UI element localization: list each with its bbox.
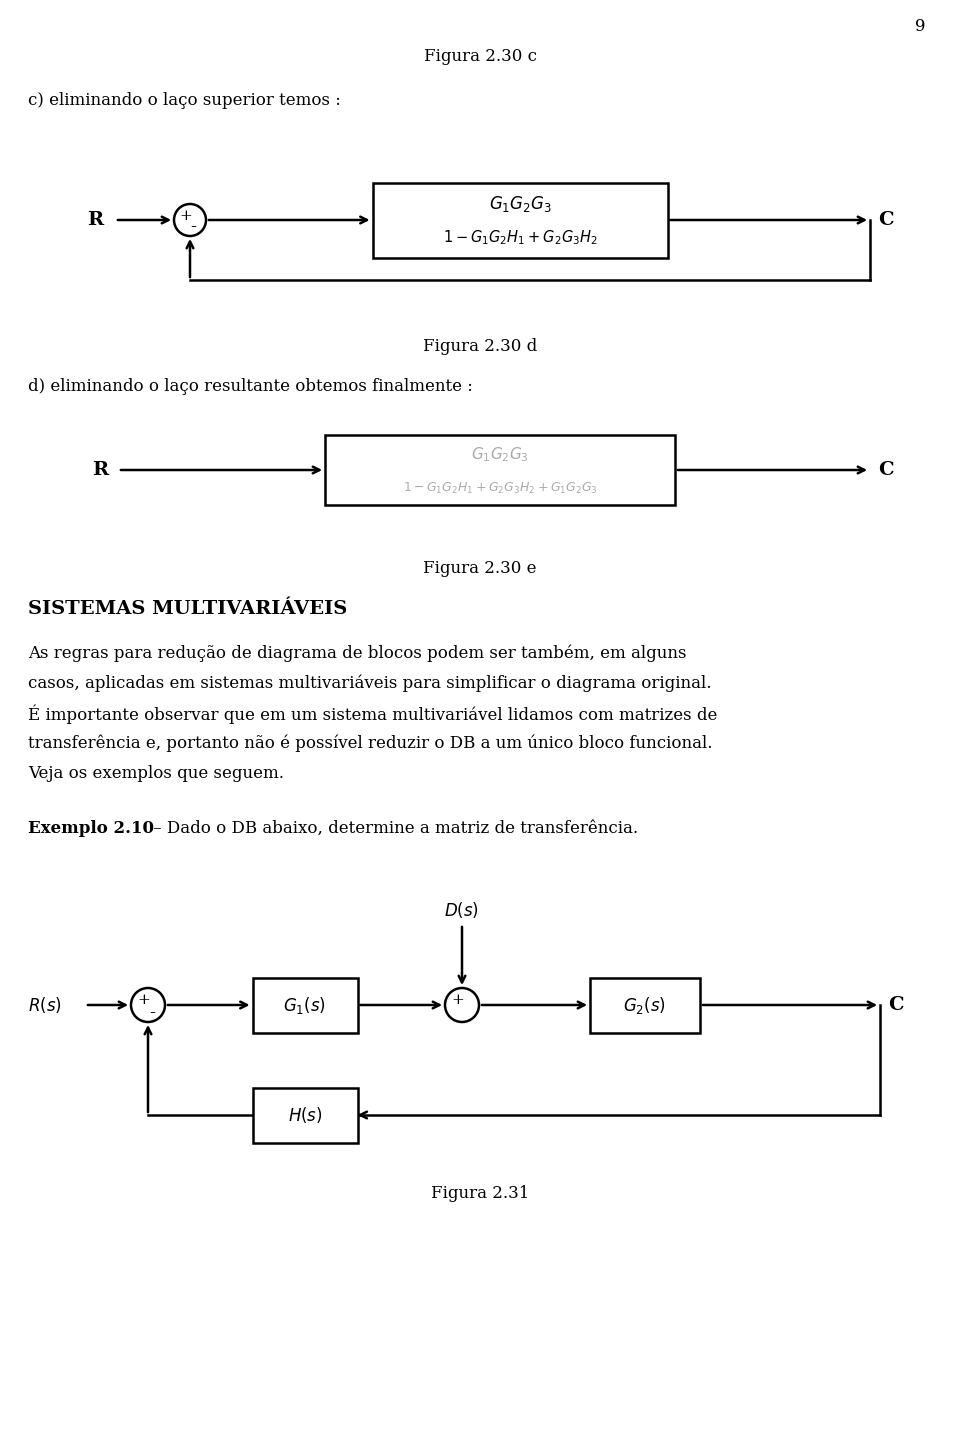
- Bar: [252, 978, 357, 1032]
- Bar: [325, 435, 675, 505]
- Text: – Dado o DB abaixo, determine a matriz de transferência.: – Dado o DB abaixo, determine a matriz d…: [148, 820, 638, 836]
- Text: -: -: [190, 218, 196, 236]
- Circle shape: [445, 988, 479, 1022]
- Text: SISTEMAS MULTIVARIÁVEIS: SISTEMAS MULTIVARIÁVEIS: [28, 600, 348, 619]
- Text: $D(s)$: $D(s)$: [444, 900, 479, 920]
- Text: $1 - G_1G_2H_1 + G_2G_3H_2 + G_1G_2G_3$: $1 - G_1G_2H_1 + G_2G_3H_2 + G_1G_2G_3$: [402, 480, 597, 496]
- Text: $1 - G_1G_2H_1 + G_2G_3H_2$: $1 - G_1G_2H_1 + G_2G_3H_2$: [443, 229, 597, 248]
- Text: $G_1G_2G_3$: $G_1G_2G_3$: [489, 195, 551, 213]
- Text: Figura 2.30 d: Figura 2.30 d: [422, 337, 538, 355]
- Text: É importante observar que em um sistema multivariável lidamos com matrizes de: É importante observar que em um sistema …: [28, 705, 717, 724]
- Text: Figura 2.30 c: Figura 2.30 c: [423, 48, 537, 65]
- Text: C: C: [878, 211, 894, 229]
- Text: $G_1(s)$: $G_1(s)$: [283, 995, 326, 1015]
- Text: 9: 9: [915, 17, 925, 35]
- Text: $G_1G_2G_3$: $G_1G_2G_3$: [471, 446, 529, 464]
- Text: $H(s)$: $H(s)$: [288, 1105, 323, 1125]
- Text: +: +: [180, 209, 192, 224]
- Text: C: C: [888, 996, 903, 1014]
- Text: Figura 2.31: Figura 2.31: [431, 1185, 529, 1203]
- Bar: [590, 978, 700, 1032]
- Text: d) eliminando o laço resultante obtemos finalmente :: d) eliminando o laço resultante obtemos …: [28, 378, 473, 395]
- Text: casos, aplicadas em sistemas multivariáveis para simplificar o diagrama original: casos, aplicadas em sistemas multivariáv…: [28, 675, 711, 692]
- Text: As regras para redução de diagrama de blocos podem ser também, em alguns: As regras para redução de diagrama de bl…: [28, 645, 686, 662]
- Text: c) eliminando o laço superior temos :: c) eliminando o laço superior temos :: [28, 92, 341, 110]
- Text: $R(s)$: $R(s)$: [28, 995, 61, 1015]
- Text: C: C: [878, 461, 894, 479]
- Circle shape: [174, 203, 206, 236]
- Text: Veja os exemplos que seguem.: Veja os exemplos que seguem.: [28, 766, 284, 782]
- Text: $G_2(s)$: $G_2(s)$: [623, 995, 666, 1015]
- Circle shape: [131, 988, 165, 1022]
- Text: +: +: [451, 994, 465, 1007]
- Text: -: -: [149, 1004, 155, 1022]
- Text: transferência e, portanto não é possível reduzir o DB a um único bloco funcional: transferência e, portanto não é possível…: [28, 735, 712, 753]
- Text: Exemplo 2.10: Exemplo 2.10: [28, 820, 154, 836]
- Bar: [372, 183, 667, 258]
- Text: R: R: [87, 211, 103, 229]
- Text: Figura 2.30 e: Figura 2.30 e: [423, 559, 537, 577]
- Text: +: +: [137, 994, 151, 1007]
- Text: R: R: [92, 461, 108, 479]
- Bar: [252, 1087, 357, 1142]
